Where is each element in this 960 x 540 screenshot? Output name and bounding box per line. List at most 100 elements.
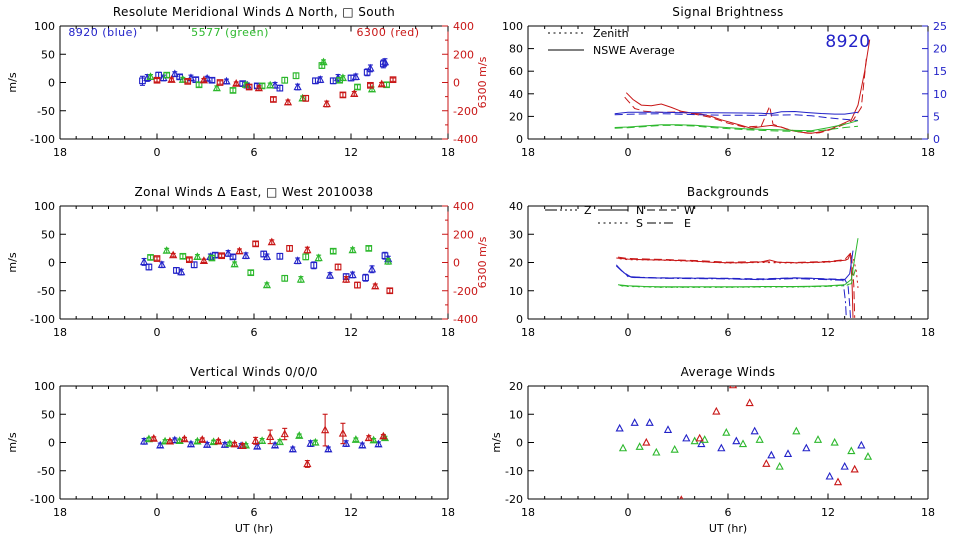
y-tick-label-right: 400 xyxy=(453,200,474,213)
series-8920-w xyxy=(615,265,851,318)
y-tick-label-right: -400 xyxy=(453,133,478,146)
y-tick-label-left: 20 xyxy=(509,110,523,123)
series-8920-zenith xyxy=(614,113,859,121)
series-5577-s xyxy=(621,284,850,288)
x-tick-label: 0 xyxy=(154,506,161,519)
panel-zonal-winds: Zonal Winds Δ East, □ West 2010038 18 0 6 12… xyxy=(6,185,489,339)
x-tick-label: 12 xyxy=(821,146,835,159)
y-tick-label-left: 10 xyxy=(509,408,523,421)
y-tick-label-left: 0 xyxy=(48,437,55,450)
y-tick-label-left: 50 xyxy=(41,228,55,241)
y-tick-label-left: 50 xyxy=(41,408,55,421)
series-8920-e xyxy=(617,266,847,318)
y-tick-label-right: -400 xyxy=(453,313,478,326)
panel-title: Average Winds xyxy=(681,365,776,379)
legend-label: S xyxy=(636,217,643,230)
x-tick-label: 0 xyxy=(625,506,632,519)
y-tick-label-right: 15 xyxy=(933,65,947,78)
scatter-8920-blue xyxy=(139,248,393,282)
scatter-6300-red xyxy=(642,386,859,499)
annotation-5577-green-: 5577 (green) xyxy=(191,26,269,39)
annotation-8920-blue-: 8920 (blue) xyxy=(68,26,137,39)
scatter-5577-green xyxy=(147,245,393,289)
y-tick-label-right: 400 xyxy=(453,20,474,33)
scatter-8920-blue xyxy=(615,418,866,480)
panel-meridional-winds: Resolute Meridional Winds Δ North, □ Sou… xyxy=(6,5,489,159)
x-tick-label: 12 xyxy=(821,326,835,339)
y-tick-label-right: 0 xyxy=(933,133,940,146)
y-tick-label-left: 60 xyxy=(509,65,523,78)
scatter-5577-green xyxy=(618,426,873,470)
y-tick-label-left: 0 xyxy=(516,133,523,146)
legend-label: Zenith xyxy=(593,27,629,40)
y-tick-label-left: 100 xyxy=(502,20,523,33)
y-tick-label-left: -20 xyxy=(505,493,523,506)
y-tick-label-left: -100 xyxy=(30,133,55,146)
x-tick-label: 18 xyxy=(921,326,935,339)
y-tick-label-left: 20 xyxy=(509,257,523,270)
y-tick-label-left: 0 xyxy=(516,437,523,450)
y-tick-label-left: 40 xyxy=(509,200,523,213)
y-axis-title: m/s xyxy=(490,432,503,452)
y-axis-title-right: 6300 m/s xyxy=(476,236,489,288)
y-tick-label-left: 100 xyxy=(34,200,55,213)
y-tick-label-left: 20 xyxy=(509,380,523,393)
series-8920-nswe-average xyxy=(614,110,859,115)
x-tick-label: 18 xyxy=(441,326,455,339)
series-6300-zenith xyxy=(624,58,867,134)
x-tick-label: 18 xyxy=(521,326,535,339)
series-8920-n xyxy=(615,250,854,281)
y-tick-label-right: 25 xyxy=(933,20,947,33)
y-tick-label-right: -200 xyxy=(453,105,478,118)
y-tick-label-left: -100 xyxy=(30,313,55,326)
panel-vertical-winds: Vertical Winds 0/0/018 0 6 12 18-100-5005010… xyxy=(6,365,455,535)
x-tick-label: 18 xyxy=(441,146,455,159)
x-tick-label: 18 xyxy=(921,506,935,519)
x-tick-label: 12 xyxy=(344,506,358,519)
y-tick-label-left: -10 xyxy=(505,465,523,478)
y-tick-label-right: 200 xyxy=(453,48,474,61)
y-tick-label-right: 0 xyxy=(453,257,460,270)
y-tick-label-left: -50 xyxy=(37,105,55,118)
panel-title: Zonal Winds Δ East, □ West 2010038 xyxy=(135,185,374,199)
y-tick-label-right: 20 xyxy=(933,43,947,56)
y-tick-label-left: 30 xyxy=(509,228,523,241)
y-tick-label-left: -50 xyxy=(37,465,55,478)
x-tick-label: 18 xyxy=(521,506,535,519)
x-tick-label: 0 xyxy=(625,326,632,339)
x-tick-label: 18 xyxy=(441,506,455,519)
legend-label: NSWE Average xyxy=(593,44,675,57)
series-5577-zenith xyxy=(614,124,859,133)
legend-label: N xyxy=(636,204,644,217)
y-axis-title: m/s xyxy=(6,252,19,272)
x-tick-label: 18 xyxy=(921,146,935,159)
x-tick-label: 6 xyxy=(725,146,732,159)
x-tick-label: 18 xyxy=(53,146,67,159)
x-tick-label: 0 xyxy=(154,146,161,159)
y-tick-label-left: 0 xyxy=(48,77,55,90)
y-tick-label-right: -200 xyxy=(453,285,478,298)
y-tick-label-left: -100 xyxy=(30,493,55,506)
x-tick-label: 6 xyxy=(251,326,258,339)
x-tick-label: 18 xyxy=(53,326,67,339)
series-5577-nswe-average xyxy=(614,120,859,132)
annotation-8920: 8920 xyxy=(825,32,870,52)
series-6300-s xyxy=(619,256,859,288)
y-axis-title: m/s xyxy=(6,72,19,92)
x-axis-title: UT (hr) xyxy=(709,522,747,535)
y-tick-label-left: 100 xyxy=(34,380,55,393)
scatter-6300-red xyxy=(149,413,388,468)
scatter-8920-blue xyxy=(139,57,390,92)
legend-label: Z xyxy=(584,204,592,217)
x-tick-label: 6 xyxy=(725,326,732,339)
y-tick-label-right: 10 xyxy=(933,88,947,101)
y-axis-title: m/s xyxy=(6,432,19,452)
y-tick-label-right: 5 xyxy=(933,110,940,123)
y-tick-label-left: 0 xyxy=(48,257,55,270)
panel-title: Backgrounds xyxy=(687,185,769,199)
x-tick-label: 0 xyxy=(154,326,161,339)
y-tick-label-right: 200 xyxy=(453,228,474,241)
scatter-6300-red xyxy=(153,75,397,108)
y-tick-label-left: 100 xyxy=(34,20,55,33)
